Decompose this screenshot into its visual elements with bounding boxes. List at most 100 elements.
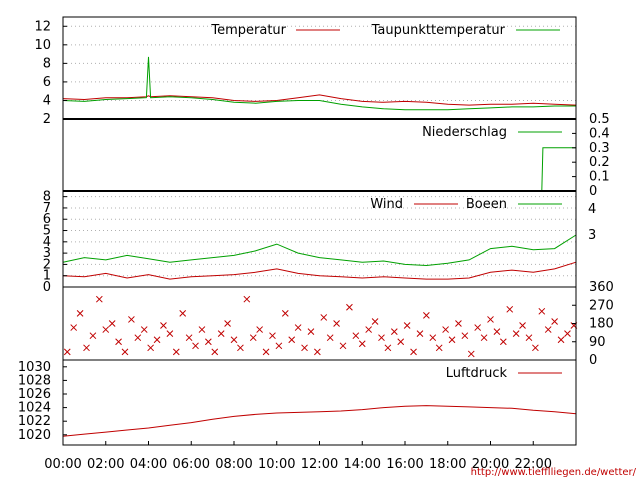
wind_direction-y-tick-label: 180	[589, 317, 614, 332]
wind_direction-point	[493, 328, 501, 335]
wind_direction-point	[294, 324, 302, 331]
wind_direction-point	[217, 330, 225, 337]
wind_direction-point	[262, 348, 270, 356]
wind_direction-point	[281, 310, 289, 317]
wind-y-tick-label: 3	[43, 246, 51, 261]
wind_direction-point	[333, 320, 340, 327]
pressure-y-tick-label: 1022	[18, 414, 51, 429]
pressure-y-tick-label: 1020	[18, 428, 51, 443]
wind_direction-point	[102, 326, 110, 333]
wind_direction-point	[128, 316, 135, 323]
wind_direction-point	[147, 344, 154, 352]
wind_direction-point	[70, 324, 78, 331]
wind_direction-point	[211, 348, 219, 356]
pressure-y-tick-label: 1026	[18, 387, 51, 402]
wind_direction-point	[474, 324, 482, 331]
wind_direction-point	[224, 320, 231, 327]
pressure-legend-label: Luftdruck	[446, 366, 508, 381]
x-tick-label: 18:00	[429, 457, 466, 472]
wind_direction-point	[506, 305, 514, 313]
temperature-y-tick-label: 4	[43, 93, 51, 108]
temperature-y-tick-label: 2	[43, 112, 51, 127]
wind_direction-point	[307, 328, 315, 335]
wind-legend-label: Wind	[370, 197, 403, 212]
wind_direction-point	[435, 344, 443, 352]
wind_direction-point	[166, 330, 174, 337]
x-tick-label: 08:00	[215, 457, 252, 472]
wind_direction-point	[326, 334, 334, 342]
wind-series-wind	[62, 261, 577, 280]
wind_direction-point	[301, 344, 308, 352]
wind_direction-point	[243, 295, 251, 303]
wind-legend-label: Boeen	[466, 197, 507, 212]
x-tick-label: 14:00	[344, 457, 381, 472]
precipitation-y-tick-label: 0.5	[589, 112, 610, 127]
wind_direction-y-tick-label: 270	[589, 298, 614, 313]
wind_direction-point	[442, 326, 449, 333]
wind_direction-point	[249, 334, 257, 342]
wind_direction-point	[275, 342, 283, 350]
wind_direction-point	[467, 350, 475, 358]
wind-y-tick-label: 8	[43, 190, 51, 205]
wind_direction-point	[461, 332, 469, 340]
wind_direction-point	[403, 322, 411, 329]
wind_direction-point	[115, 338, 122, 346]
series-layer	[62, 56, 578, 437]
wind_direction-point	[237, 344, 244, 352]
precipitation-series-niederschlag	[63, 147, 576, 192]
precipitation-y-tick-label: 0.1	[589, 170, 610, 185]
wind-y-tick-label: 4	[43, 235, 51, 250]
wind_direction-point	[378, 334, 385, 342]
pressure-y-tick-label: 1024	[18, 401, 51, 416]
wind_direction-point	[358, 340, 366, 348]
wind_direction-point	[76, 310, 84, 317]
wind_direction-point	[384, 344, 392, 352]
x-tick-label: 02:00	[87, 457, 124, 472]
wind_direction-point	[95, 295, 103, 303]
wind-right-label: 3	[588, 228, 596, 243]
x-tick-label: 04:00	[130, 457, 167, 472]
wind_direction-point	[134, 334, 142, 342]
temperature-y-tick-label: 10	[34, 38, 51, 53]
wind_direction-point	[314, 348, 321, 356]
wind_direction-point	[455, 320, 462, 327]
wind_direction-point	[416, 330, 424, 337]
frame-layer	[62, 16, 577, 446]
wind-series-boeen	[62, 234, 577, 267]
wind_direction-point	[410, 348, 417, 356]
wind_direction-point	[487, 316, 494, 323]
wind_direction-point	[204, 338, 212, 346]
wind_direction-y-tick-label: 360	[589, 280, 614, 295]
wind_direction-point	[480, 334, 488, 342]
wind_direction-point	[192, 342, 199, 350]
pressure-y-tick-label: 1030	[18, 360, 51, 375]
wind-y-tick-label: 2	[43, 257, 51, 272]
wind_direction-point	[153, 336, 161, 344]
pressure-series-luftdruck	[62, 405, 577, 437]
x-tick-label: 10:00	[258, 457, 295, 472]
wind_direction-point	[429, 334, 437, 342]
temperature-legend-label: Taupunkttemperatur	[371, 23, 506, 38]
wind_direction-point	[198, 326, 206, 333]
temperature-series-temperatur	[62, 94, 577, 106]
temperature-y-tick-label: 8	[43, 56, 51, 71]
x-tick-label: 16:00	[386, 457, 423, 472]
wind_direction-point	[538, 307, 546, 315]
wind-y-tick-label: 1	[43, 269, 51, 284]
temperature-y-tick-label: 6	[43, 75, 51, 90]
wind_direction-point	[339, 342, 347, 350]
wind_direction-point	[365, 326, 373, 333]
wind_direction-point	[525, 334, 533, 342]
x-tick-label: 12:00	[301, 457, 338, 472]
wind_direction-point	[499, 338, 507, 346]
pressure-y-tick-label: 1028	[18, 373, 51, 388]
wind_direction-point	[269, 332, 276, 340]
wind-right-label: 4	[588, 202, 596, 217]
temperature-y-tick-label: 12	[34, 19, 51, 34]
wind_direction-point	[179, 310, 187, 317]
wind_direction-point	[557, 336, 565, 344]
wind_direction-point	[108, 320, 116, 327]
credit-text: http://www.tiefflliegen.de/wetter/	[471, 467, 637, 478]
